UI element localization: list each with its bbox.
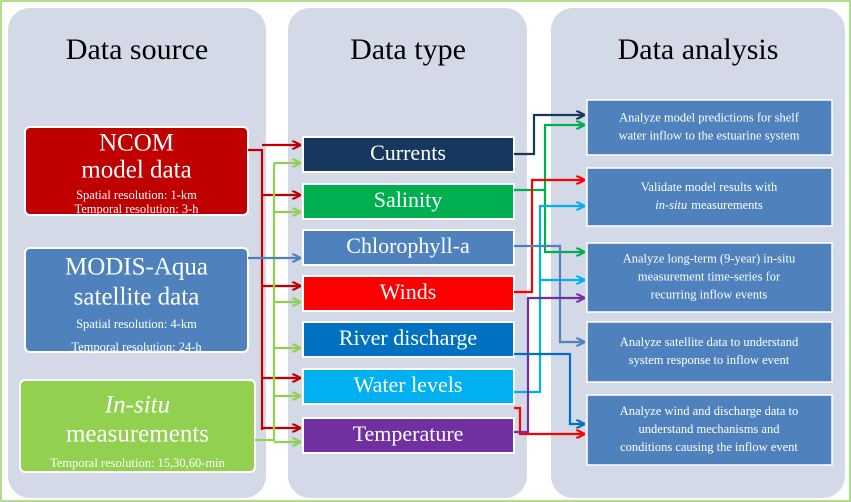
analysis-box <box>586 99 833 156</box>
arrow <box>514 406 584 434</box>
source-label: model data <box>81 157 191 184</box>
type-box <box>302 229 515 266</box>
type-label: Winds <box>380 279 437 304</box>
source-box <box>19 379 256 473</box>
arrow <box>514 115 584 156</box>
analysis-text: measurements <box>691 198 763 212</box>
type-box <box>302 321 515 358</box>
source-detail: Spatial resolution: 1-km <box>76 188 197 202</box>
analysis-line: Validate model results with <box>641 180 778 194</box>
source-label: measurements <box>66 421 209 448</box>
source-detail: Temporal resolution: 15,30,60-min <box>50 456 226 470</box>
analysis-line: system response to inflow event <box>629 353 790 367</box>
column-title: Data analysis <box>618 33 779 66</box>
arrow <box>514 180 584 294</box>
source-label: MODIS-Aqua <box>65 254 208 281</box>
arrow <box>514 298 584 434</box>
column-title: Data source <box>66 33 208 66</box>
source-label: In-situ <box>104 392 170 419</box>
source-box <box>24 247 249 353</box>
arrow <box>514 125 584 192</box>
type-label: Currents <box>370 140 446 165</box>
analysis-line: Analyze model predictions for shelf <box>619 110 800 124</box>
type-label: Salinity <box>374 187 442 212</box>
arrow <box>543 190 584 252</box>
analysis-line: recurring inflow events <box>651 287 768 301</box>
type-box <box>302 275 515 312</box>
analysis-line: Analyze wind and discharge data to <box>620 404 799 418</box>
analysis-line: Analyze satellite data to understand <box>620 335 799 349</box>
source-detail: Temporal resolution: 3-h <box>74 202 199 216</box>
source-detail: Temporal resolution: 24-h <box>71 340 202 354</box>
type-label: Chlorophyll-a <box>346 233 470 258</box>
analysis-text: in-situ <box>655 198 687 212</box>
connector <box>248 148 264 430</box>
analysis-box <box>586 167 833 227</box>
analysis-box <box>586 394 833 466</box>
analysis-line: in-situ measurements <box>655 198 763 212</box>
source-box <box>24 126 249 216</box>
arrow <box>514 352 584 424</box>
source-label: NCOM <box>99 130 174 157</box>
type-label: Water levels <box>354 372 463 397</box>
source-label: satellite data <box>74 284 200 311</box>
source-detail: Spatial resolution: 4-km <box>76 317 197 331</box>
type-box <box>302 417 515 454</box>
arrows <box>248 115 584 442</box>
connector <box>255 163 276 442</box>
arrow <box>514 244 584 342</box>
type-box <box>302 183 515 220</box>
column-title: Data type <box>350 33 466 66</box>
analysis-line: conditions causing the inflow event <box>620 440 798 454</box>
analysis-line: Analyze long-term (9-year) in-situ <box>623 251 796 265</box>
analysis-line: water inflow to the estuarine system <box>619 128 800 142</box>
type-label: Temperature <box>353 421 464 446</box>
analysis-line: understand mechanisms and <box>639 422 781 436</box>
analysis-line: measurement time-series for <box>638 269 781 283</box>
analysis-box <box>586 321 833 383</box>
analysis-box <box>586 242 833 313</box>
type-label: River discharge <box>339 325 477 350</box>
type-box <box>302 368 515 405</box>
